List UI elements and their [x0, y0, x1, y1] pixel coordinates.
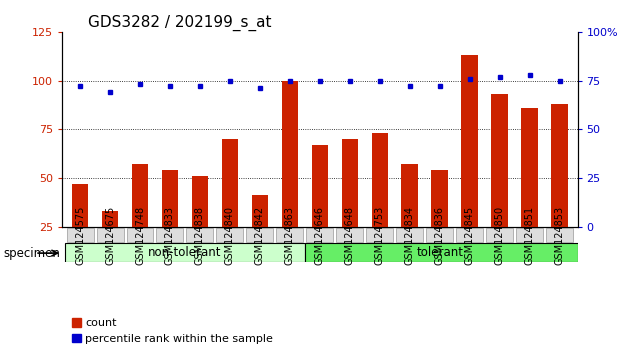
FancyBboxPatch shape [96, 228, 124, 242]
FancyBboxPatch shape [276, 228, 303, 242]
FancyBboxPatch shape [486, 228, 513, 242]
Text: GSM124850: GSM124850 [494, 205, 505, 265]
FancyBboxPatch shape [65, 243, 305, 262]
Bar [401, 164, 418, 227]
Bar [551, 104, 568, 227]
Bar [371, 133, 388, 227]
Text: GSM124836: GSM124836 [435, 206, 445, 264]
Bar [432, 170, 448, 227]
Text: tolerant: tolerant [416, 246, 463, 259]
Bar [222, 139, 238, 227]
Text: GSM124834: GSM124834 [405, 206, 415, 264]
Text: GDS3282 / 202199_s_at: GDS3282 / 202199_s_at [88, 14, 271, 30]
Bar [461, 55, 478, 227]
FancyBboxPatch shape [305, 243, 578, 262]
Bar [132, 164, 148, 227]
Text: GSM124648: GSM124648 [345, 206, 355, 264]
Bar [522, 108, 538, 227]
Bar [72, 184, 88, 227]
Bar [161, 170, 178, 227]
Text: GSM124840: GSM124840 [225, 206, 235, 264]
FancyBboxPatch shape [127, 228, 153, 242]
Text: GSM124845: GSM124845 [465, 205, 474, 265]
Text: specimen: specimen [3, 247, 60, 259]
FancyBboxPatch shape [247, 228, 273, 242]
Text: GSM124575: GSM124575 [75, 205, 85, 265]
FancyBboxPatch shape [366, 228, 393, 242]
Bar [312, 145, 328, 227]
Text: GSM124646: GSM124646 [315, 206, 325, 264]
Bar [342, 139, 358, 227]
Bar [281, 81, 298, 227]
FancyBboxPatch shape [456, 228, 483, 242]
Text: GSM124853: GSM124853 [555, 205, 564, 265]
FancyBboxPatch shape [217, 228, 243, 242]
Text: GSM124838: GSM124838 [195, 206, 205, 264]
FancyBboxPatch shape [337, 228, 363, 242]
FancyBboxPatch shape [66, 228, 94, 242]
Legend: count, percentile rank within the sample: count, percentile rank within the sample [68, 314, 278, 348]
Text: GSM124753: GSM124753 [374, 205, 385, 265]
Bar [491, 94, 508, 227]
Text: GSM124748: GSM124748 [135, 205, 145, 265]
Text: GSM124675: GSM124675 [105, 205, 115, 265]
FancyBboxPatch shape [186, 228, 214, 242]
Text: GSM124833: GSM124833 [165, 206, 175, 264]
Bar [252, 195, 268, 227]
Text: GSM124842: GSM124842 [255, 205, 265, 265]
FancyBboxPatch shape [516, 228, 543, 242]
Bar [192, 176, 208, 227]
FancyBboxPatch shape [306, 228, 333, 242]
Bar [102, 211, 118, 227]
Text: GSM124851: GSM124851 [525, 205, 535, 265]
FancyBboxPatch shape [156, 228, 183, 242]
FancyBboxPatch shape [546, 228, 573, 242]
FancyBboxPatch shape [426, 228, 453, 242]
Text: GSM124863: GSM124863 [285, 206, 295, 264]
Text: non-tolerant: non-tolerant [148, 246, 222, 259]
FancyBboxPatch shape [396, 228, 423, 242]
